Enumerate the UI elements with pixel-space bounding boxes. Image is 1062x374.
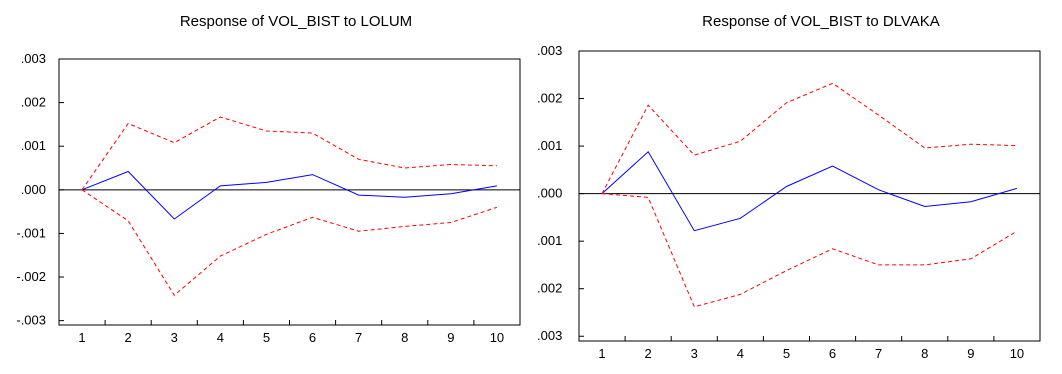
irf-chart-lolum: Response of VOL_BIST to LOLUM .003 .002 .00… bbox=[16, 13, 521, 345]
x-tick-label: 6 bbox=[829, 346, 836, 361]
x-tick-label: 2 bbox=[125, 330, 132, 345]
plot-frame bbox=[578, 50, 1041, 342]
y-tick-label: .001 bbox=[537, 138, 562, 153]
x-tick-label: 7 bbox=[355, 330, 362, 345]
plot-frame bbox=[58, 58, 521, 326]
y-tick-label: .003 bbox=[537, 43, 562, 58]
chart-title: Response of VOL_BIST to DLVAKA bbox=[702, 13, 940, 30]
x-tick-label: 10 bbox=[1010, 346, 1024, 361]
x-tick-label: 9 bbox=[967, 346, 974, 361]
series-line-lower bbox=[601, 193, 1018, 308]
y-tick-label: .003 bbox=[21, 51, 46, 66]
y-tick-label: .002 bbox=[21, 95, 46, 110]
x-tick-label: 5 bbox=[263, 330, 270, 345]
y-tick-label: .003 bbox=[537, 328, 562, 343]
x-tick-label: 8 bbox=[401, 330, 408, 345]
irf-chart-dlvaka-svg: Response of VOL_BIST to DLVAKA .003 .002 .0… bbox=[537, 13, 1041, 361]
irf-chart-dlvaka: Response of VOL_BIST to DLVAKA .003 .002 .0… bbox=[531, 0, 1062, 374]
series-line-upper bbox=[601, 82, 1017, 194]
chart-title: Response of VOL_BIST to LOLUM bbox=[180, 13, 412, 30]
x-tick-label: 1 bbox=[598, 346, 605, 361]
y-tick-label: .000 bbox=[21, 182, 46, 197]
y-tick-label: .000 bbox=[537, 186, 562, 201]
y-tick-label: .001 bbox=[537, 233, 562, 248]
y-tick-label: -.001 bbox=[16, 225, 46, 240]
y-tick-label: .001 bbox=[21, 138, 46, 153]
x-tick-label: 7 bbox=[875, 346, 882, 361]
x-tick-label: 4 bbox=[737, 346, 744, 361]
irf-chart-lolum-svg: Response of VOL_BIST to LOLUM .003 .002 .00… bbox=[16, 13, 521, 345]
series-line-response bbox=[81, 170, 497, 220]
x-tick-label: 3 bbox=[171, 330, 178, 345]
y-tick-label: .002 bbox=[537, 91, 562, 106]
x-tick-label: 10 bbox=[490, 330, 504, 345]
x-tick-label: 6 bbox=[309, 330, 316, 345]
x-tick-label: 2 bbox=[645, 346, 652, 361]
x-tick-label: 4 bbox=[217, 330, 224, 345]
x-tick-label: 9 bbox=[447, 330, 454, 345]
series-line-response bbox=[601, 151, 1018, 232]
x-tick-label: 1 bbox=[78, 330, 85, 345]
x-tick-label: 3 bbox=[691, 346, 698, 361]
x-tick-label: 8 bbox=[921, 346, 928, 361]
y-tick-label: .002 bbox=[537, 281, 562, 296]
y-tick-label: -.002 bbox=[16, 269, 46, 284]
series-line-upper bbox=[81, 116, 497, 191]
x-tick-label: 5 bbox=[783, 346, 790, 361]
series-line-lower bbox=[81, 189, 498, 297]
y-tick-label: -.003 bbox=[16, 313, 46, 328]
